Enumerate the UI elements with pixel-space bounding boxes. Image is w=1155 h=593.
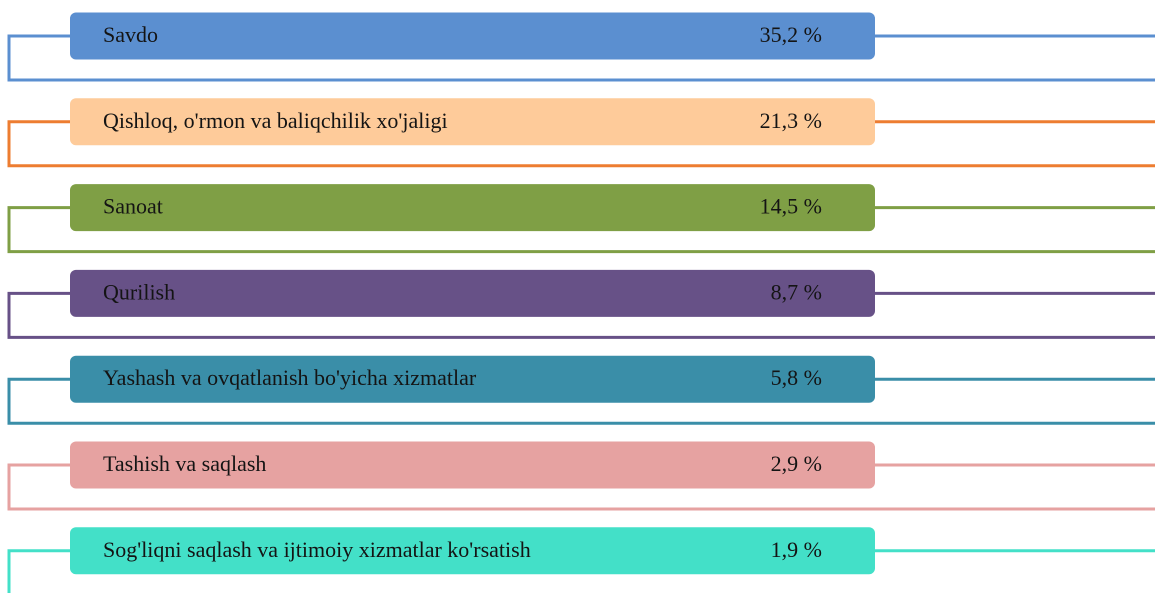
item-value: 2,9 % [771,451,822,476]
item-label: Tashish va saqlash [103,451,266,476]
item-value: 21,3 % [760,108,822,133]
item-label: Qurilish [103,279,175,304]
item-label: Savdo [103,22,158,47]
item-box [70,184,875,232]
item-label: Qishloq, o'rmon va baliqchilik xo'jaligi [103,108,448,133]
connector [7,463,1155,511]
connector [7,549,70,593]
connector [7,206,1155,254]
item-box [70,12,875,60]
item-label: Sog'liqni saqlash va ijtimoiy xizmatlar … [103,537,531,562]
connector [7,377,1155,425]
item-label: Sanoat [103,194,163,219]
connector [7,34,1155,82]
item-value: 8,7 % [771,279,822,304]
item-box [70,98,875,146]
item-box [70,527,875,575]
connector [7,120,1155,168]
connector [7,291,1155,339]
item-value: 35,2 % [760,22,822,47]
item-value: 14,5 % [760,194,822,219]
item-label: Yashash va ovqatlanish bo'yicha xizmatla… [103,365,477,390]
item-box [70,269,875,317]
item-value: 5,8 % [771,365,822,390]
item-value: 1,9 % [771,537,822,562]
item-box [70,441,875,489]
item-box [70,355,875,403]
